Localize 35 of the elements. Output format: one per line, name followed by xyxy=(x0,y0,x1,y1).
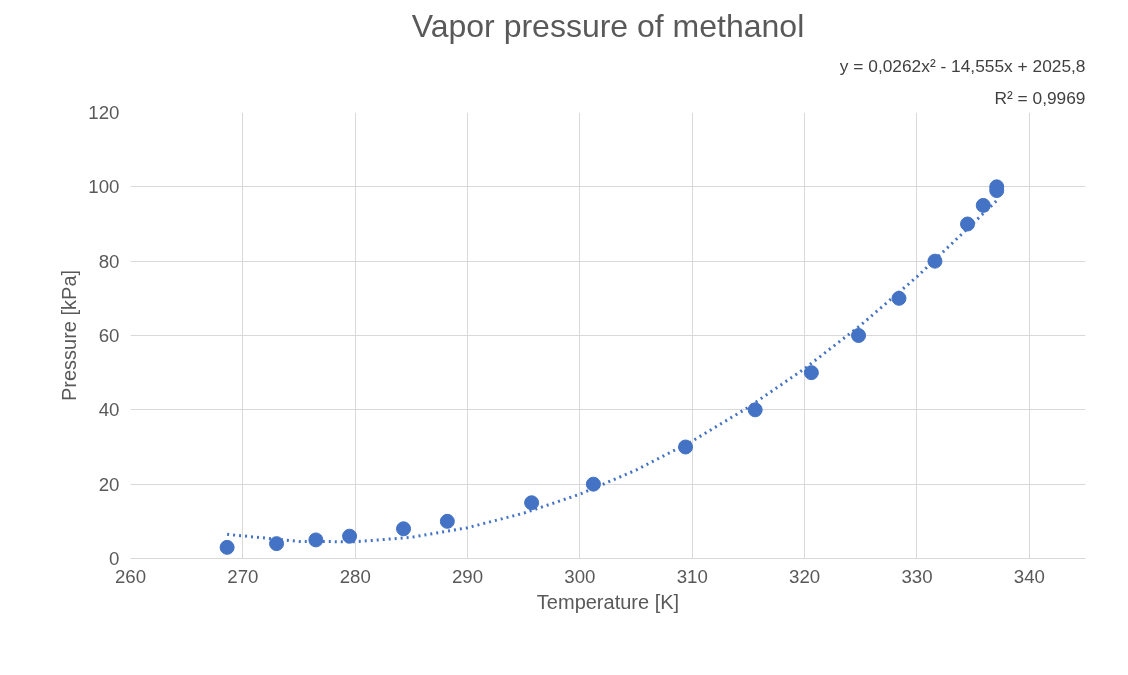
point xyxy=(891,290,907,306)
point xyxy=(747,402,763,418)
y-axis-title: Pressure [kPa] xyxy=(58,269,81,402)
text: R² = 0,9969 xyxy=(994,87,1086,108)
point xyxy=(585,476,601,492)
x-tick-label: 270 xyxy=(227,565,259,587)
y-tick-label: 80 xyxy=(98,250,120,272)
y-tick-label: 40 xyxy=(98,399,120,421)
point xyxy=(342,528,358,544)
point xyxy=(975,197,991,213)
y-tick-label: 120 xyxy=(88,102,120,123)
point xyxy=(308,532,324,548)
x-tick-label: 320 xyxy=(789,565,821,587)
x-tick-label: 310 xyxy=(676,565,708,587)
point xyxy=(396,521,412,537)
y-tick-label: 60 xyxy=(98,325,120,346)
point xyxy=(927,253,943,269)
point xyxy=(524,495,540,511)
point xyxy=(269,536,285,552)
point xyxy=(851,328,867,343)
text: y = 0,0262x² - 14,555x + 2025,8 xyxy=(839,55,1086,76)
x-axis-title: Temperature [K] xyxy=(536,590,680,613)
point xyxy=(803,365,819,381)
x-tick-label: 280 xyxy=(339,565,371,587)
point xyxy=(960,216,976,232)
chart-title: Vapor pressure of methanol xyxy=(411,7,805,44)
x-tick-label: 300 xyxy=(564,565,596,587)
point xyxy=(678,439,694,455)
x-tick-label: 340 xyxy=(1013,565,1045,587)
point xyxy=(219,539,235,555)
y-tick-label: 100 xyxy=(88,176,120,198)
point xyxy=(439,513,455,529)
x-tick-label: 330 xyxy=(901,565,933,587)
x-tick-label: 290 xyxy=(452,565,484,587)
y-tick-label: 20 xyxy=(98,473,120,495)
